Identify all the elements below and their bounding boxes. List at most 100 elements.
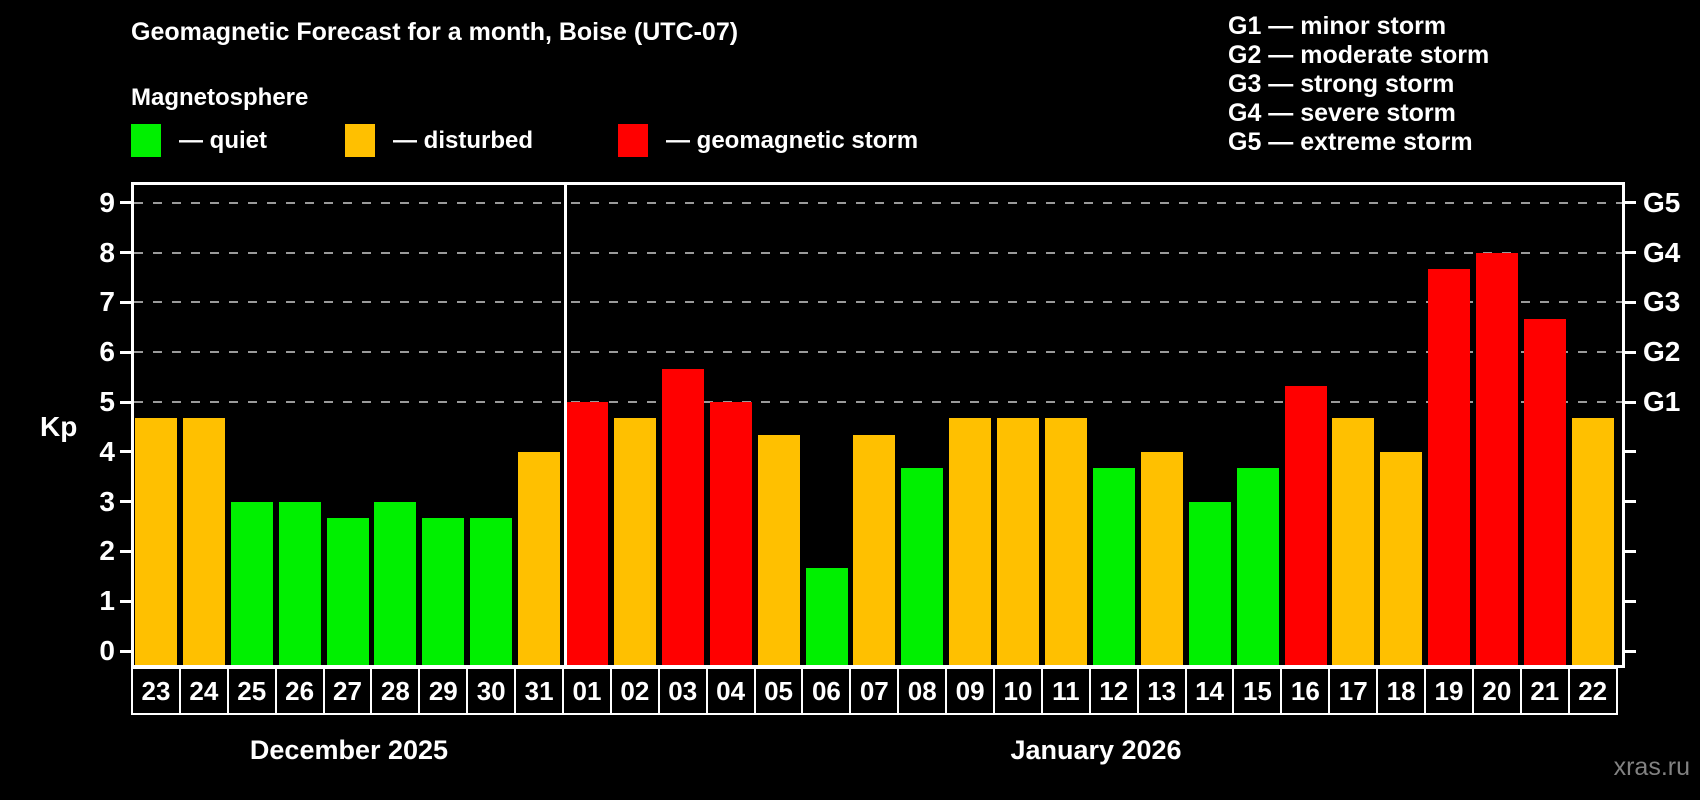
legend-item-storm: — geomagnetic storm (618, 124, 918, 157)
kp-bar-day-01 (566, 402, 609, 665)
right-tick-kp-2 (1625, 549, 1636, 553)
gridline-kp-7 (134, 301, 1622, 304)
day-label-27: 27 (324, 667, 373, 715)
day-label-30: 30 (468, 667, 517, 715)
month-label-december: December 2025 (249, 735, 449, 765)
page-title: Geomagnetic Forecast for a month, Boise … (131, 18, 739, 46)
day-label-09: 09 (947, 667, 996, 715)
g-scale-label-G5: G5 (1643, 186, 1681, 218)
kp-tick-label-2: 2 (99, 535, 115, 567)
kp-bar-day-26 (278, 501, 321, 665)
kp-bar-day-13 (1140, 451, 1183, 665)
right-tick-kp-6 (1625, 350, 1636, 354)
left-tick-kp-0 (120, 649, 131, 653)
legend-item-quiet: — quiet (131, 124, 267, 157)
right-tick-kp-4 (1625, 450, 1636, 454)
chart-subtitle: Magnetosphere (131, 84, 309, 111)
kp-bar-day-05 (757, 435, 800, 665)
day-label-01: 01 (564, 667, 612, 715)
day-label-24: 24 (180, 667, 229, 715)
day-label-23: 23 (131, 667, 181, 715)
kp-axis-title: Kp (40, 411, 78, 442)
left-tick-kp-3 (120, 500, 131, 504)
storm-scale-legend-line: G5 — extreme storm (1228, 128, 1473, 156)
kp-tick-label-6: 6 (99, 336, 115, 368)
kp-bar-day-20 (1476, 252, 1519, 665)
day-label-29: 29 (420, 667, 469, 715)
kp-bar-day-14 (1188, 501, 1231, 665)
day-label-03: 03 (659, 667, 708, 715)
day-label-16: 16 (1282, 667, 1331, 715)
day-label-19: 19 (1426, 667, 1474, 715)
storm-scale-legend-line: G2 — moderate storm (1228, 41, 1490, 69)
kp-tick-label-5: 5 (99, 386, 115, 417)
storm-swatch-icon (618, 124, 648, 157)
day-label-18: 18 (1378, 667, 1427, 715)
storm-scale-legend-line: G3 — strong storm (1228, 70, 1455, 98)
kp-bar-day-29 (422, 518, 465, 665)
kp-bar-day-06 (805, 567, 848, 665)
kp-bar-day-17 (1332, 418, 1375, 665)
plot-area (131, 182, 1625, 668)
kp-bar-day-09 (949, 418, 992, 665)
left-tick-kp-8 (120, 251, 131, 255)
kp-bar-day-08 (901, 468, 944, 665)
storm-scale-legend: G1 — minor storm G2 — moderate storm G3 — … (1228, 12, 1489, 157)
day-label-14: 14 (1186, 667, 1235, 715)
right-tick-kp-7 (1625, 300, 1636, 304)
right-tick-kp-5 (1625, 400, 1636, 404)
kp-bar-day-28 (374, 501, 417, 665)
kp-tick-label-0: 0 (99, 635, 115, 666)
legend-item-disturbed: — disturbed (345, 124, 533, 157)
kp-bar-day-02 (613, 418, 656, 665)
left-tick-kp-7 (120, 300, 131, 304)
day-axis-row: 23 24 25 26 27 28 29 30 31 01 02 03 04 05 06 07 08 09 10 11… (131, 667, 1618, 715)
gridline-kp-8 (134, 251, 1622, 254)
kp-bar-day-23 (134, 418, 177, 665)
day-label-07: 07 (851, 667, 900, 715)
legend-label-disturbed: — disturbed (393, 126, 534, 154)
month-divider-line (564, 185, 568, 665)
storm-scale-legend-line: G4 — severe storm (1228, 99, 1456, 127)
day-label-12: 12 (1090, 667, 1139, 715)
kp-tick-label-9: 9 (99, 186, 115, 218)
left-tick-kp-9 (120, 201, 131, 205)
plot-inner (134, 185, 1622, 665)
day-label-28: 28 (372, 667, 421, 715)
day-label-31: 31 (516, 667, 565, 715)
kp-bar-day-24 (182, 418, 225, 665)
day-label-17: 17 (1330, 667, 1379, 715)
gridline-kp-6 (134, 351, 1622, 354)
right-tick-kp-1 (1625, 599, 1636, 603)
kp-bar-day-19 (1428, 269, 1471, 665)
kp-bar-day-10 (997, 418, 1040, 665)
month-label-january: January 2026 (1010, 735, 1182, 765)
g-scale-label-G3: G3 (1643, 286, 1681, 318)
kp-tick-label-4: 4 (99, 435, 115, 467)
left-tick-kp-4 (120, 450, 131, 454)
left-tick-kp-5 (120, 400, 131, 404)
left-tick-kp-1 (120, 599, 131, 603)
day-label-13: 13 (1138, 667, 1187, 715)
kp-bar-day-07 (853, 435, 896, 665)
day-label-08: 08 (899, 667, 948, 715)
day-label-04: 04 (707, 667, 756, 715)
kp-tick-label-1: 1 (99, 585, 115, 617)
g-scale-label-G4: G4 (1643, 236, 1681, 268)
right-tick-kp-9 (1625, 201, 1636, 205)
gridline-kp-5 (134, 401, 1622, 403)
left-tick-kp-6 (120, 350, 131, 354)
legend-label-storm: — geomagnetic storm (666, 126, 919, 154)
right-tick-kp-0 (1625, 649, 1636, 653)
right-tick-kp-8 (1625, 251, 1636, 255)
quiet-swatch-icon (131, 124, 161, 157)
day-label-26: 26 (276, 667, 325, 715)
kp-bar-day-27 (326, 518, 369, 665)
gridline-kp-9 (134, 201, 1622, 204)
day-label-10: 10 (995, 667, 1043, 715)
kp-bar-day-03 (661, 368, 704, 665)
kp-bar-day-18 (1380, 451, 1423, 665)
day-label-21: 21 (1521, 667, 1570, 715)
day-label-15: 15 (1234, 667, 1283, 715)
day-label-22: 22 (1569, 667, 1618, 715)
